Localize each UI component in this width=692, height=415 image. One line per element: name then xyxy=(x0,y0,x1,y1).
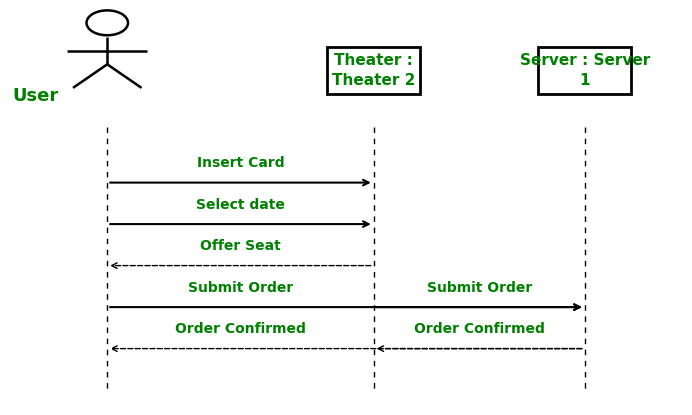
Text: Submit Order: Submit Order xyxy=(188,281,293,295)
Text: Submit Order: Submit Order xyxy=(426,281,532,295)
Text: Order Confirmed: Order Confirmed xyxy=(175,322,306,336)
Text: User: User xyxy=(12,87,59,105)
Text: Server : Server
1: Server : Server 1 xyxy=(520,53,650,88)
Text: Order Confirmed: Order Confirmed xyxy=(414,322,545,336)
Text: Insert Card: Insert Card xyxy=(197,156,284,170)
Bar xyxy=(327,46,421,95)
Text: Theater :
Theater 2: Theater : Theater 2 xyxy=(332,53,415,88)
Bar xyxy=(538,46,631,95)
Text: Offer Seat: Offer Seat xyxy=(200,239,281,253)
Text: Select date: Select date xyxy=(196,198,285,212)
